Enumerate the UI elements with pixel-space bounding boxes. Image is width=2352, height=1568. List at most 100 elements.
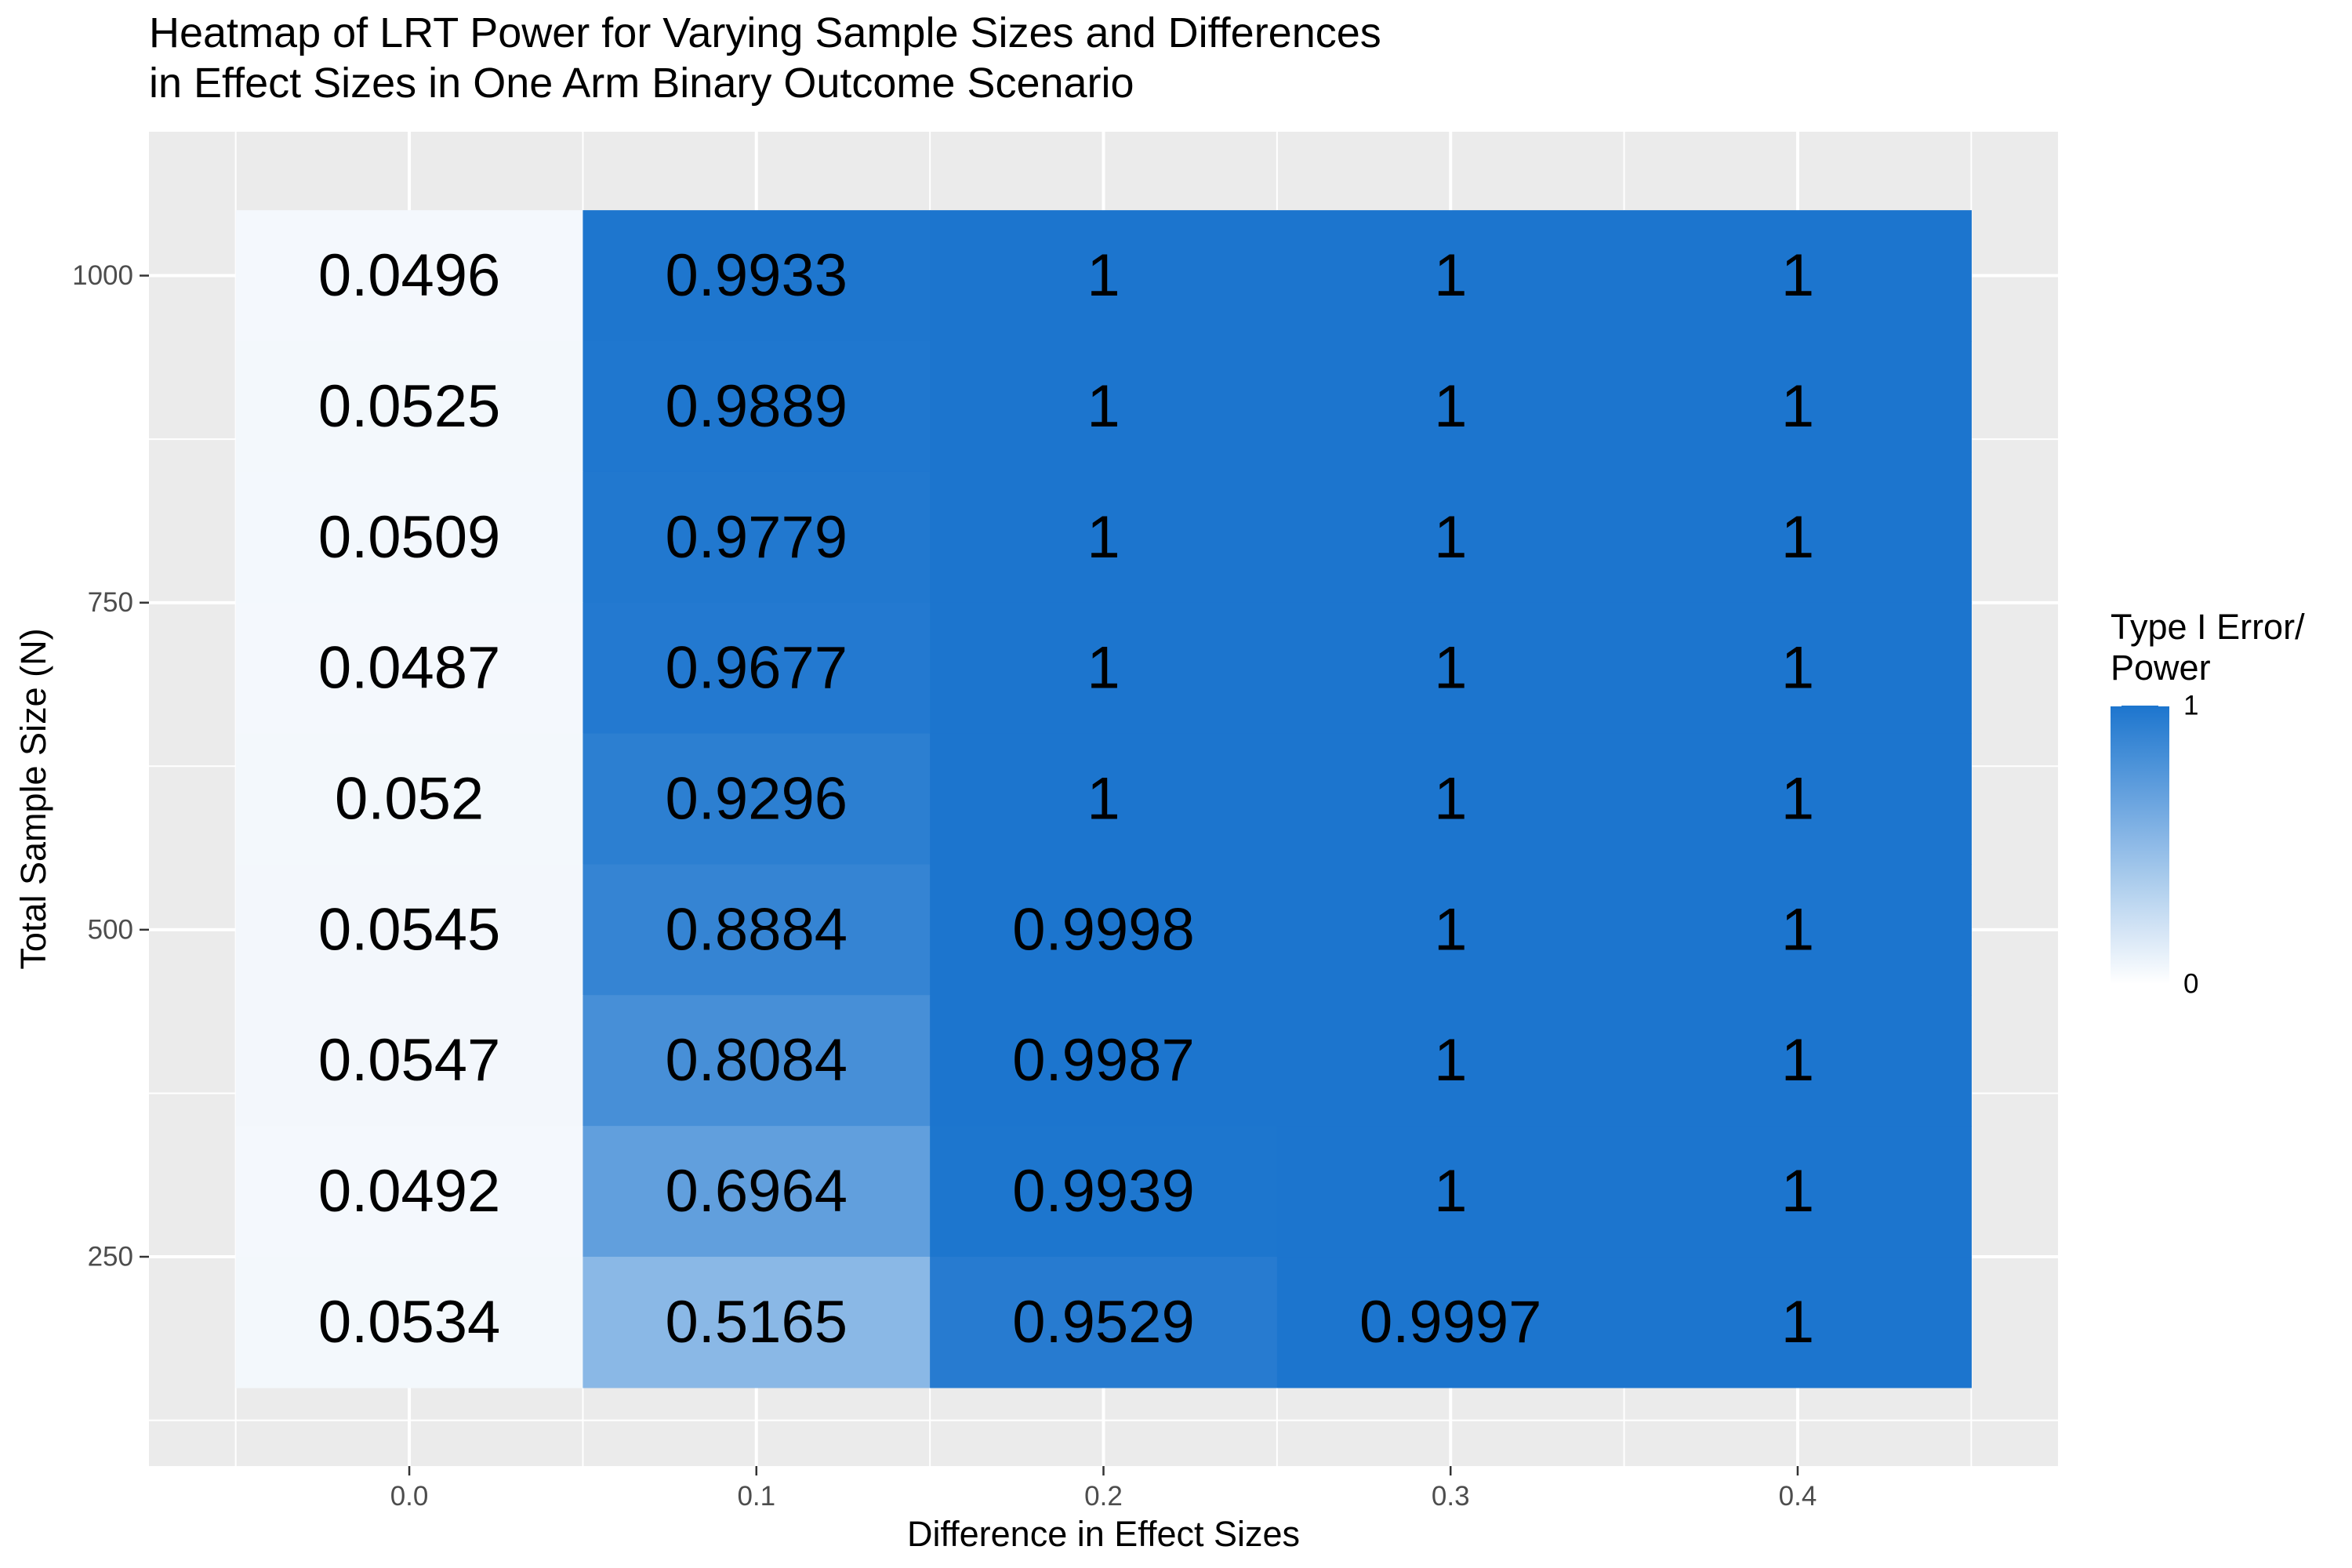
cell-label: 0.052 <box>335 766 484 833</box>
heatmap-cell <box>930 340 1278 473</box>
cell-label: 1 <box>1434 242 1467 309</box>
y-tick-label: 750 <box>88 587 133 618</box>
cell-label: 0.8884 <box>666 896 848 963</box>
cell-label: 1 <box>1087 242 1120 309</box>
x-tick-label: 0.3 <box>1432 1481 1470 1512</box>
cell-label: 0.9939 <box>1012 1158 1194 1225</box>
cell-label: 0.9529 <box>1012 1289 1194 1356</box>
heatmap-cell <box>930 864 1278 996</box>
heatmap-cell <box>583 210 931 342</box>
heatmap-cell <box>1276 602 1625 735</box>
legend-title-line: Power <box>2111 648 2211 688</box>
heatmap-cell <box>930 733 1278 866</box>
heatmap-cell <box>583 864 931 996</box>
cell-label: 1 <box>1434 373 1467 440</box>
chart-title-line: in Effect Sizes in One Arm Binary Outcom… <box>149 60 1134 107</box>
heatmap-cell <box>1624 1126 1972 1258</box>
heatmap-cell <box>1276 995 1625 1127</box>
cell-label: 1 <box>1781 1158 1814 1225</box>
heatmap-cell <box>583 733 931 866</box>
heatmap-cell <box>235 1257 584 1388</box>
heatmap-cell <box>930 1257 1278 1388</box>
cell-label: 0.0545 <box>318 896 500 963</box>
heatmap-cell <box>1624 1257 1972 1388</box>
cell-label: 0.0547 <box>318 1027 500 1094</box>
y-axis-title: Total Sample Size (N) <box>13 628 53 969</box>
x-tick-label: 0.2 <box>1084 1481 1123 1512</box>
cell-label: 1 <box>1434 1027 1467 1094</box>
y-tick-label: 250 <box>88 1242 133 1272</box>
heatmap-cell <box>235 210 584 342</box>
heatmap-cell <box>1624 471 1972 604</box>
cell-label: 0.0487 <box>318 635 500 702</box>
heatmap-cell <box>930 995 1278 1127</box>
cell-label: 0.0525 <box>318 373 500 440</box>
heatmap-cell <box>1276 1257 1625 1388</box>
legend-colorbar <box>2111 706 2169 984</box>
heatmap-cell <box>235 602 584 735</box>
heatmap-cell <box>583 995 931 1127</box>
chart-title-line: Heatmap of LRT Power for Varying Sample … <box>149 9 1381 56</box>
heatmap-cell <box>1276 471 1625 604</box>
x-tick-label: 0.4 <box>1779 1481 1817 1512</box>
cell-label: 1 <box>1087 504 1120 571</box>
cell-label: 0.5165 <box>666 1289 848 1356</box>
cell-label: 0.9998 <box>1012 896 1194 963</box>
heatmap-cell <box>1276 733 1625 866</box>
heatmap-cell <box>930 602 1278 735</box>
heatmap-cell <box>235 864 584 996</box>
heatmap-cell <box>1624 340 1972 473</box>
cell-label: 0.9933 <box>666 242 848 309</box>
cell-label: 1 <box>1781 242 1814 309</box>
heatmap-cell <box>930 1126 1278 1258</box>
cell-label: 1 <box>1087 635 1120 702</box>
cell-label: 0.9987 <box>1012 1027 1194 1094</box>
heatmap-cell <box>1624 864 1972 996</box>
heatmap-cell <box>583 1257 931 1388</box>
cell-label: 1 <box>1781 1289 1814 1356</box>
heatmap-cell <box>1624 210 1972 342</box>
heatmap-cell <box>583 471 931 604</box>
cell-label: 0.9889 <box>666 373 848 440</box>
cell-label: 0.6964 <box>666 1158 848 1225</box>
x-tick-label: 0.1 <box>737 1481 775 1512</box>
heatmap-cell <box>235 1126 584 1258</box>
cell-label: 1 <box>1434 504 1467 571</box>
cell-label: 1 <box>1781 1027 1814 1094</box>
heatmap-cell <box>1276 864 1625 996</box>
cell-label: 0.9296 <box>666 766 848 833</box>
heatmap-cell <box>1624 995 1972 1127</box>
x-tick-label: 0.0 <box>390 1481 429 1512</box>
y-tick-label: 500 <box>88 914 133 945</box>
cell-label: 1 <box>1087 766 1120 833</box>
heatmap-cell <box>235 471 584 604</box>
cell-label: 1 <box>1434 635 1467 702</box>
heatmap-cell <box>930 471 1278 604</box>
heatmap-cell <box>930 210 1278 342</box>
cell-label: 0.0509 <box>318 504 500 571</box>
heatmap-cell <box>1276 340 1625 473</box>
cell-label: 1 <box>1434 766 1467 833</box>
heatmap-cell <box>1276 1126 1625 1258</box>
cell-label: 0.9677 <box>666 635 848 702</box>
heatmap-cell <box>235 995 584 1127</box>
cell-label: 1 <box>1781 766 1814 833</box>
cell-label: 0.0492 <box>318 1158 500 1225</box>
heatmap-cell <box>583 1126 931 1258</box>
heatmap-cell <box>1624 602 1972 735</box>
cell-label: 1 <box>1087 373 1120 440</box>
heatmap-cell <box>1276 210 1625 342</box>
cell-label: 0.0534 <box>318 1289 500 1356</box>
heatmap-cell <box>1624 733 1972 866</box>
cell-label: 1 <box>1781 896 1814 963</box>
cell-label: 1 <box>1434 896 1467 963</box>
legend-title-line: Type I Error/ <box>2111 607 2305 647</box>
heatmap-cell <box>583 340 931 473</box>
cell-label: 1 <box>1434 1158 1467 1225</box>
y-tick-label: 1000 <box>72 260 133 291</box>
cell-label: 1 <box>1781 635 1814 702</box>
cell-label: 0.9997 <box>1359 1289 1541 1356</box>
heatmap-cell <box>583 602 931 735</box>
heatmap-cell <box>235 340 584 473</box>
